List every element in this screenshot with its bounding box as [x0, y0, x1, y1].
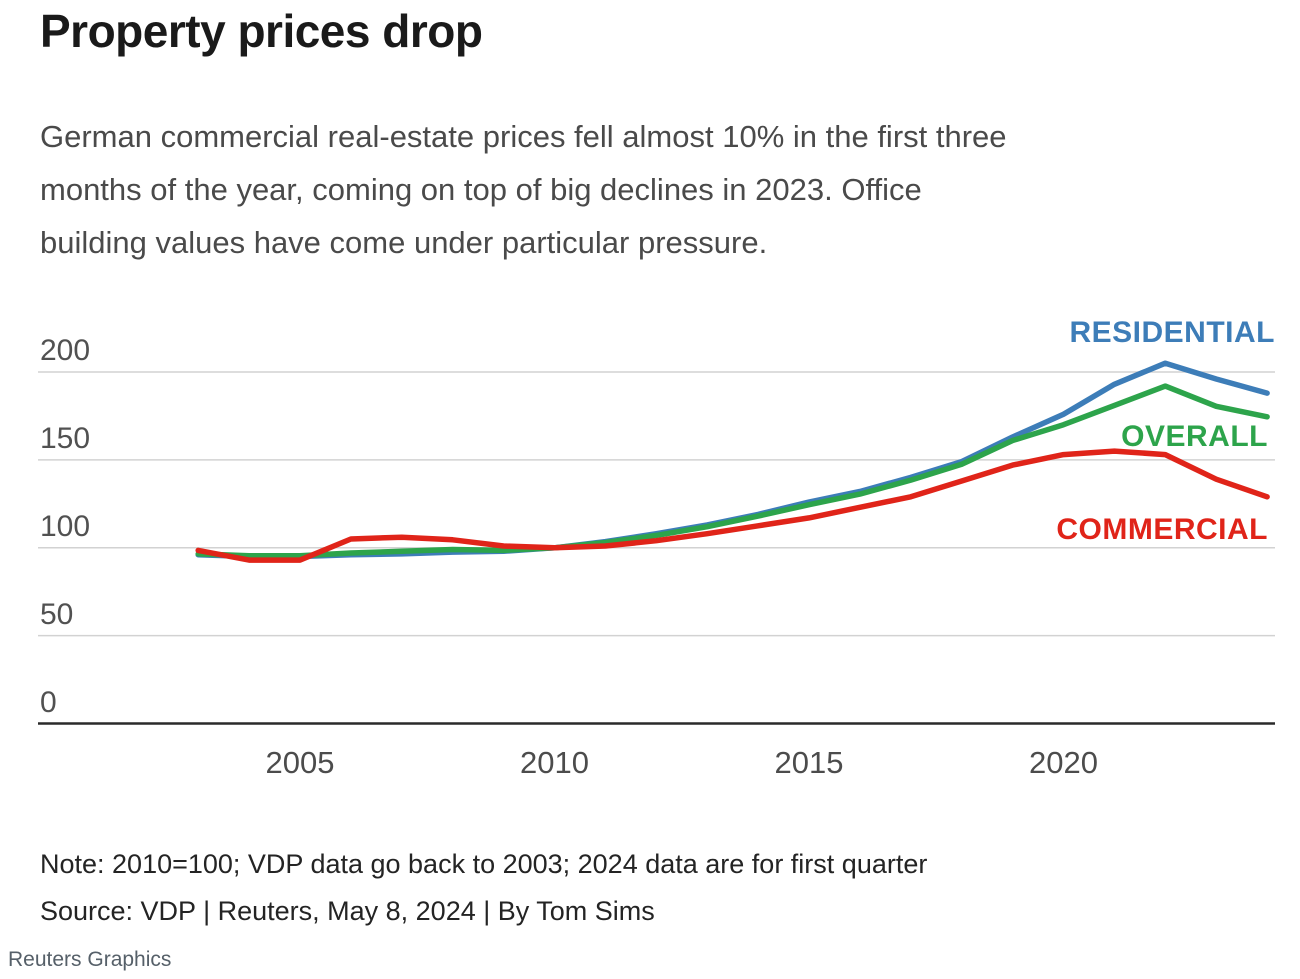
subtitle-line: months of the year, coming on top of big… [40, 172, 922, 207]
x-tick-label: 2010 [520, 745, 589, 780]
chart-subtitle: German commercial real-estate prices fel… [40, 110, 1280, 269]
reuters-graphics-credit: Reuters Graphics [8, 948, 172, 971]
y-tick-label: 150 [40, 421, 91, 455]
line-commercial [195, 448, 1270, 563]
chart-note: Note: 2010=100; VDP data go back to 2003… [40, 849, 928, 879]
y-tick-label: 100 [40, 509, 91, 543]
subtitle-line: building values have come under particul… [40, 225, 768, 260]
series-label-commercial: COMMERCIAL [1056, 513, 1268, 546]
subtitle-line: German commercial real-estate prices fel… [40, 119, 1007, 154]
page-title: Property prices drop [40, 5, 483, 57]
line-overall [195, 383, 1270, 559]
x-tick-label: 2020 [1029, 745, 1098, 780]
y-tick-label: 200 [40, 334, 91, 367]
x-tick-label: 2015 [774, 745, 844, 780]
y-tick-label: 50 [40, 597, 74, 631]
series-label-residential: RESIDENTIAL [1069, 316, 1275, 349]
chart-source: Source: VDP | Reuters, May 8, 2024 | By … [40, 896, 655, 926]
series-label-overall: OVERALL [1121, 420, 1268, 453]
y-tick-label: 0 [40, 685, 57, 719]
x-tick-label: 2005 [265, 745, 335, 780]
